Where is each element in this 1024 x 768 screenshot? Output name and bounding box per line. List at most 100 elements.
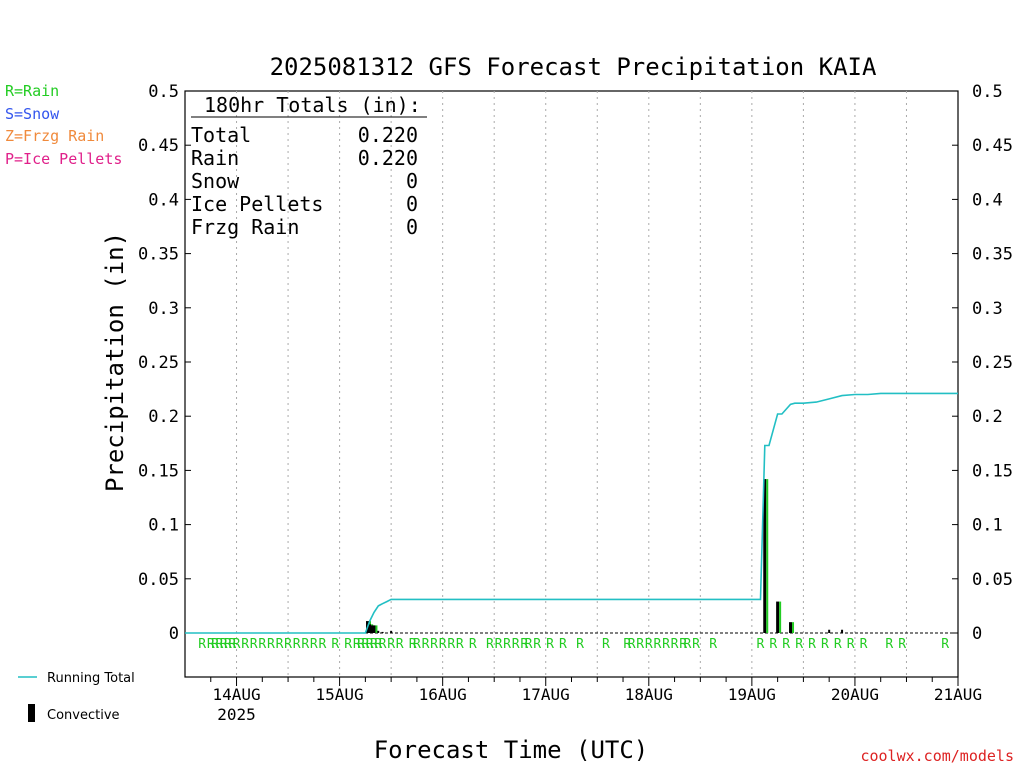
precip-bar-rain-edge (375, 625, 378, 633)
precip-bar-rain-edge (766, 479, 769, 633)
rain-marker: R (447, 637, 455, 652)
rain-marker: R (769, 637, 777, 652)
y-tick-label-left: 0.05 (138, 570, 179, 590)
precip-bar (370, 625, 374, 633)
rain-marker: R (293, 637, 301, 652)
y-axis-label: Precipitation (in) (101, 232, 129, 492)
rain-marker: R (353, 637, 361, 652)
rain-marker: R (430, 637, 438, 652)
precip-bar-rain-edge (792, 622, 795, 633)
y-tick-label-left: 0.3 (148, 299, 179, 319)
rain-marker: R (276, 637, 284, 652)
rain-marker: R (576, 637, 584, 652)
y-tick-label-left: 0.5 (148, 82, 179, 102)
y-tick-label-left: 0.25 (138, 353, 179, 373)
y-tick-label-left: 0.45 (138, 136, 179, 156)
x-tick-label: 21AUG (934, 685, 982, 704)
x-tick-label: 17AUG (522, 685, 570, 704)
legend-ice-pellets: P=Ice Pellets (5, 150, 122, 168)
rain-marker: R (662, 637, 670, 652)
x-tick-label: 19AUG (728, 685, 776, 704)
rain-marker: R (834, 637, 842, 652)
rain-marker: R (885, 637, 893, 652)
y-tick-label-left: 0.4 (148, 190, 179, 210)
precip-bar (828, 629, 831, 633)
legend-freezing-rain: Z=Frzg Rain (5, 127, 104, 145)
y-axes: 0 00.05 0.050.1 0.10.15 0.150.2 0.20.25 0.250.… (138, 82, 1013, 644)
y-tick-label-right: 0 (972, 624, 982, 644)
running-total-line (185, 392, 958, 634)
convective-swatch (28, 704, 35, 722)
totals-rows: Total 0.220 Rain 0.220 Snow 0 Ice Pellets 0 Frzg… (191, 123, 418, 239)
y-tick-label-right: 0.5 (972, 82, 1003, 102)
rain-marker: R (387, 637, 395, 652)
precip-bar (789, 622, 793, 633)
precip-type-legend: R=Rain S=Snow Z=Frzg Rain P=Ice Pellets (5, 82, 122, 168)
precip-bar-rain-edge (779, 601, 782, 633)
y-tick-label-right: 0.15 (972, 461, 1013, 481)
rain-marker: R (692, 637, 700, 652)
totals-row-label: Rain (191, 146, 239, 170)
grid-lines (236, 91, 907, 677)
rain-marker: R (233, 637, 241, 652)
x-tick-label: 16AUG (419, 685, 467, 704)
y-tick-label-right: 0.25 (972, 353, 1013, 373)
rain-marker: R (469, 637, 477, 652)
y-tick-label-right: 0.1 (972, 516, 1003, 536)
rain-marker: R (636, 637, 644, 652)
precip-bar (381, 631, 384, 633)
totals-row-label: Ice Pellets (191, 192, 323, 216)
rain-marker: R (525, 637, 533, 652)
rain-marker: R (533, 637, 541, 652)
rain-marker: R (456, 637, 464, 652)
y-tick-label-right: 0.45 (972, 136, 1013, 156)
rain-marker: R (757, 637, 765, 652)
x-tick-label: 20AUG (831, 685, 879, 704)
chart-title: 2025081312 GFS Forecast Precipitation KA… (270, 53, 877, 81)
rain-marker: R (941, 637, 949, 652)
legend-convective: Convective (47, 708, 120, 723)
x-year-label: 2025 (217, 705, 256, 724)
rain-marker: R (228, 637, 236, 652)
rain-marker: R (344, 637, 352, 652)
x-tick-label: 18AUG (625, 685, 673, 704)
totals-row-value: 0 (406, 215, 418, 239)
x-tick-label: 14AUG (212, 685, 260, 704)
rain-marker: R (374, 637, 382, 652)
precip-bar (377, 630, 380, 633)
y-tick-label-right: 0.05 (972, 570, 1013, 590)
precip-bar (841, 629, 844, 633)
rain-marker: R (628, 637, 636, 652)
totals-row-label: Frzg Rain (191, 215, 299, 239)
rain-marker: R (503, 637, 511, 652)
rain-marker: R (821, 637, 829, 652)
y-tick-label-left: 0.35 (138, 245, 179, 265)
y-tick-label-right: 0.35 (972, 245, 1013, 265)
rain-marker: R (370, 637, 378, 652)
rain-marker: R (258, 637, 266, 652)
rain-marker: R (301, 637, 309, 652)
precip-bar (372, 625, 376, 633)
rain-marker: R (486, 637, 494, 652)
rain-marker: R (623, 637, 631, 652)
legend-rain: R=Rain (5, 82, 59, 100)
rain-marker: R (684, 637, 692, 652)
totals-header: 180hr Totals (in): (204, 93, 421, 117)
rain-marker: R (602, 637, 610, 652)
rain-marker: R (357, 637, 365, 652)
y-tick-label-right: 0.4 (972, 190, 1003, 210)
y-tick-label-left: 0.15 (138, 461, 179, 481)
totals-row-value: 0 (406, 192, 418, 216)
x-axis-label: Forecast Time (UTC) (374, 736, 649, 764)
rain-marker: R (331, 637, 339, 652)
rain-marker: R (645, 637, 653, 652)
rain-marker: R (241, 637, 249, 652)
rain-marker: R (267, 637, 275, 652)
rain-marker: R (679, 637, 687, 652)
rain-marker: R (319, 637, 327, 652)
rain-marker: R (284, 637, 292, 652)
totals-row-value: 0.220 (358, 146, 418, 170)
rain-marker: R (379, 637, 387, 652)
